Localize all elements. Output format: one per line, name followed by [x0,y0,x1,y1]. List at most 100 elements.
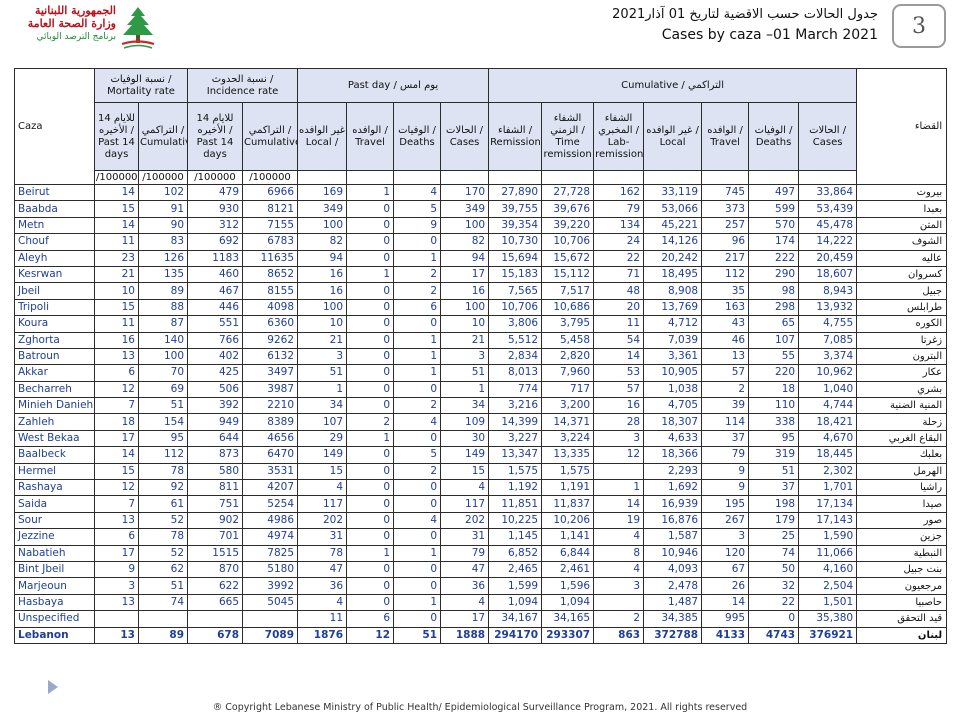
cell-mrc: 70 [137,364,189,382]
table-row: Marjeoun 3 51 622 3992 36 0 0 36 1,599 1,596 3 2,478… [14,577,948,595]
cell-local: 2,478 [643,577,703,595]
cell-travel: 67 [701,560,750,579]
cell-irc: 5180 [242,560,299,579]
header-ir-past14: للايام 14 الأخيره / Past 14 days [187,102,244,171]
cell-mr14: 16 [94,331,139,349]
cell-deaths: 497 [748,183,800,202]
cell-travel: 46 [701,331,750,349]
cell-pd-deaths: 0 [393,610,442,628]
table-row: Bint Jbeil 9 62 870 5180 47 0 0 47 2,465 2,461 4 4,0… [14,560,948,579]
cell-deaths: 51 [748,462,800,481]
cell-mr14: 13 [94,593,139,612]
cell-local: 4,705 [643,397,703,415]
caza-name-arabic: المنية الضنية [856,397,948,415]
cell-local: 45,221 [643,216,703,235]
cell-pd-cases: 117 [440,495,490,513]
table-row: Aleyh 23 126 1183 11635 94 0 1 94 15,694 15,672 22 2… [14,249,948,267]
cell-deaths: 18 [748,380,800,399]
cell-ir14: 580 [187,462,244,481]
cell-irc: 11635 [242,249,299,267]
caza-name-arabic: بشري [856,380,948,399]
cell-lab-rem: 134 [593,216,645,235]
cell-pd-cases: 17 [440,265,490,284]
cell-cases: 8,943 [798,282,858,300]
header-pd-travel: الوافده / Travel [346,102,395,171]
caza-name: Baabda [14,200,95,218]
cell-pd-cases: 82 [440,233,490,251]
caza-name-arabic: البترون [856,347,948,366]
cell-pd-travel: 0 [346,298,395,317]
cell-time-rem: 10,206 [541,511,595,530]
cell-time-rem: 293307 [541,626,595,644]
cell-ir14: 392 [187,397,244,415]
cell-irc: 4207 [242,479,299,497]
cell-cases: 14,222 [798,233,858,251]
header-mr-past14: للايام 14 الأخيره / Past 14 days [94,102,139,171]
cell-pd-cases: 100 [440,216,490,235]
cell-deaths: 220 [748,364,800,382]
cell-deaths: 74 [748,544,800,562]
cell-pd-travel: 0 [346,528,395,546]
cell-pd-deaths: 0 [393,560,442,579]
next-slide-arrow-icon[interactable] [48,680,58,694]
cell-ir14: 870 [187,560,244,579]
cell-ir14: 930 [187,200,244,218]
cell-pd-cases: 15 [440,462,490,481]
cell-time-rem: 1,141 [541,528,595,546]
caza-name-arabic: بعلبك [856,446,948,464]
table-row: Kesrwan 21 135 460 8652 16 1 2 17 15,183 15,112 71 1… [14,265,948,284]
cell-rem: 39,755 [488,200,543,218]
cell-rem: 15,694 [488,249,543,267]
cell-pd-local: 47 [297,560,348,579]
cell-pd-travel: 0 [346,593,395,612]
cell-pd-deaths: 2 [393,397,442,415]
header-time-remission: الشفاء الزمني / Time remission [541,102,595,171]
cell-lab-rem: 22 [593,249,645,267]
cell-pd-deaths: 0 [393,429,442,448]
page-title: جدول الحالات حسب الاقضية لتاريخ 01 آذار2… [612,6,878,44]
cell-mrc: 69 [137,380,189,399]
cell-pd-cases: 30 [440,429,490,448]
cell-local: 16,876 [643,511,703,530]
cell-cases: 4,744 [798,397,858,415]
cell-travel: 195 [701,495,750,513]
cell-mr14: 15 [94,462,139,481]
cell-pd-cases: 10 [440,315,490,333]
cell-pd-local: 202 [297,511,348,530]
cell-cases: 7,085 [798,331,858,349]
cell-cases: 17,134 [798,495,858,513]
cell-mrc: 135 [137,265,189,284]
cell-ir14: 692 [187,233,244,251]
cell-irc: 3531 [242,462,299,481]
cell-irc: 8389 [242,413,299,431]
cell-pd-local: 117 [297,495,348,513]
cell-local: 2,293 [643,462,703,481]
cell-pd-local: 36 [297,577,348,595]
cell-ir14: 949 [187,413,244,431]
caza-name-arabic: الكوره [856,315,948,333]
cell-pd-local: 149 [297,446,348,464]
header-lab-remission: الشفاء المخبري / Lab-remission [593,102,645,171]
cell-mrc: 87 [137,315,189,333]
caza-name-arabic: جزين [856,528,948,546]
cell-lab-rem [593,462,645,481]
cell-pd-deaths: 0 [393,479,442,497]
cell-local: 1,487 [643,593,703,612]
cell-pd-travel: 2 [346,413,395,431]
cell-pd-travel: 0 [346,397,395,415]
cell-cases: 4,670 [798,429,858,448]
cell-local: 16,939 [643,495,703,513]
cell-travel: 4133 [701,626,750,644]
cedar-icon [121,7,155,49]
title-arabic: جدول الحالات حسب الاقضية لتاريخ 01 آذار2… [612,7,878,22]
cell-pd-local: 1876 [297,626,348,644]
cell-mrc: 78 [137,462,189,481]
cell-local: 33,119 [643,183,703,202]
cell-travel: 114 [701,413,750,431]
cell-irc: 4986 [242,511,299,530]
cell-travel: 267 [701,511,750,530]
cell-pd-cases: 47 [440,560,490,579]
cell-ir14: 446 [187,298,244,317]
table-row: Baalbeck 14 112 873 6470 149 0 5 149 13,347 13,335… [14,446,948,464]
table-row: Unspecified 11 6 0 17 34,167 34,165 2 34,385 995 0… [14,610,948,628]
